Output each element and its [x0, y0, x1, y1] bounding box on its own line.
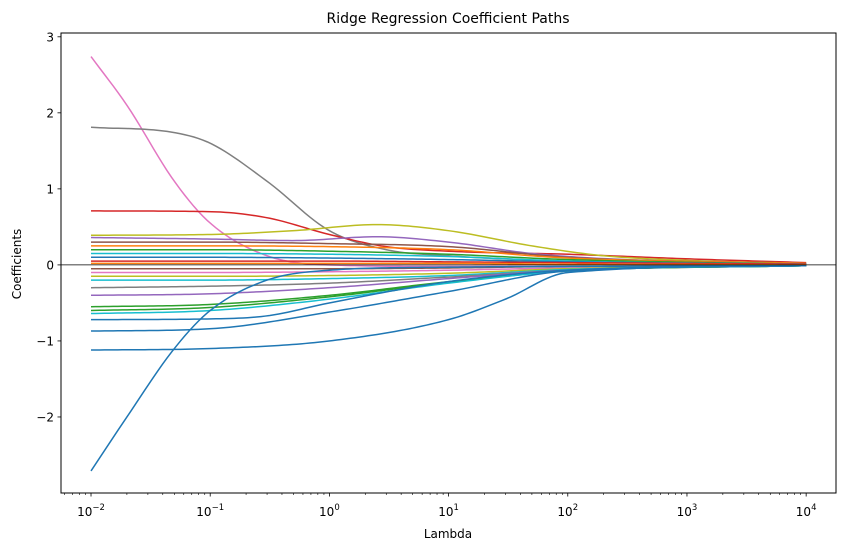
- coefficient-path-11: [91, 260, 807, 265]
- coefficient-path-25: [90, 264, 807, 472]
- y-tick-label: −1: [36, 334, 54, 348]
- chart-title: Ridge Regression Coefficient Paths: [326, 11, 569, 27]
- coefficient-path-8: [91, 248, 807, 265]
- x-tick-label: 104: [796, 503, 817, 519]
- x-axis-ticks: 10−2 10−1 100 101 102 103 104: [64, 493, 817, 519]
- x-tick-label: 100: [319, 503, 340, 519]
- x-tick-label: 102: [557, 503, 578, 519]
- x-tick-label: 10−1: [196, 503, 224, 519]
- x-tick-label: 10−2: [77, 503, 105, 519]
- y-tick-label: 0: [46, 258, 54, 272]
- coefficient-path-4: [91, 223, 807, 265]
- y-tick-label: −2: [36, 410, 54, 424]
- y-tick-label: 3: [46, 30, 54, 44]
- x-tick-label: 103: [677, 503, 698, 519]
- coefficient-path-7: [91, 245, 807, 265]
- y-axis-label: Coefficients: [10, 229, 24, 300]
- y-tick-label: 2: [46, 106, 54, 120]
- coefficient-path-24: [91, 264, 807, 351]
- x-tick-label: 101: [438, 503, 459, 519]
- coefficient-path-3: [91, 210, 807, 264]
- y-axis-ticks: −2 −1 0 1 2 3: [36, 30, 61, 424]
- x-axis-label: Lambda: [424, 527, 472, 541]
- y-tick-label: 1: [46, 182, 54, 196]
- series-lines: [90, 56, 807, 472]
